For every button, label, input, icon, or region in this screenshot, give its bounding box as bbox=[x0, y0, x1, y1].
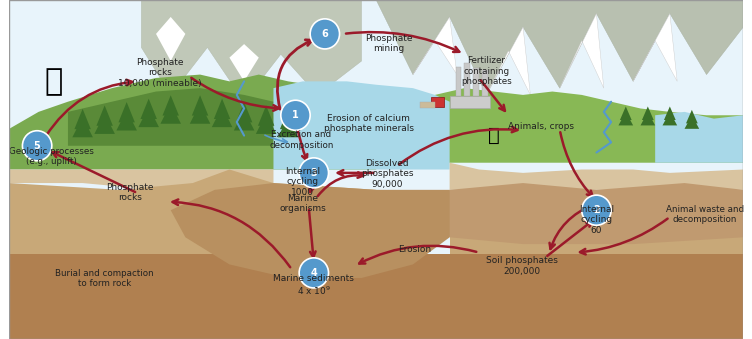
Text: Internal
cycling
1000: Internal cycling 1000 bbox=[285, 167, 320, 197]
Text: 2: 2 bbox=[593, 205, 600, 215]
Polygon shape bbox=[9, 170, 376, 339]
Polygon shape bbox=[633, 14, 678, 81]
Polygon shape bbox=[559, 14, 604, 88]
Polygon shape bbox=[664, 106, 676, 120]
Polygon shape bbox=[141, 99, 157, 119]
Ellipse shape bbox=[582, 195, 611, 225]
Bar bbox=[456, 67, 462, 96]
Polygon shape bbox=[160, 103, 181, 124]
Polygon shape bbox=[641, 112, 655, 125]
Text: Fertilizer
containing
phosphates: Fertilizer containing phosphates bbox=[461, 56, 511, 86]
Polygon shape bbox=[96, 105, 113, 126]
Polygon shape bbox=[229, 44, 259, 81]
Bar bbox=[420, 102, 435, 108]
Text: 1: 1 bbox=[292, 110, 299, 120]
Polygon shape bbox=[171, 183, 464, 278]
Polygon shape bbox=[141, 0, 362, 102]
Polygon shape bbox=[450, 190, 743, 339]
Text: Phosphate
rocks: Phosphate rocks bbox=[107, 182, 154, 202]
Text: Phosphate
mining: Phosphate mining bbox=[365, 34, 412, 53]
Ellipse shape bbox=[310, 19, 340, 49]
Polygon shape bbox=[413, 17, 457, 75]
Polygon shape bbox=[655, 112, 743, 163]
Text: Erosion: Erosion bbox=[399, 245, 432, 254]
Polygon shape bbox=[94, 114, 115, 134]
Text: Geologic processes
(e.g., uplift): Geologic processes (e.g., uplift) bbox=[8, 147, 93, 166]
Bar bbox=[464, 63, 470, 96]
Polygon shape bbox=[376, 0, 743, 95]
Polygon shape bbox=[450, 183, 743, 244]
Text: 4: 4 bbox=[311, 268, 317, 278]
Bar bbox=[450, 96, 490, 108]
Polygon shape bbox=[236, 102, 253, 122]
Polygon shape bbox=[214, 99, 230, 119]
Text: 6: 6 bbox=[321, 29, 328, 39]
Polygon shape bbox=[74, 109, 91, 129]
Bar bbox=[482, 70, 488, 96]
Polygon shape bbox=[278, 117, 299, 137]
Text: Erosion of calcium
phosphate minerals: Erosion of calcium phosphate minerals bbox=[324, 114, 414, 134]
Text: Soil phosphates
200,000: Soil phosphates 200,000 bbox=[486, 256, 557, 276]
Text: Dissolved
phosphates
90,000: Dissolved phosphates 90,000 bbox=[361, 159, 414, 189]
Ellipse shape bbox=[299, 258, 329, 288]
Bar bbox=[432, 97, 444, 107]
Polygon shape bbox=[190, 103, 211, 124]
Text: 5: 5 bbox=[34, 141, 41, 151]
Polygon shape bbox=[258, 105, 274, 126]
Text: Animal waste and
decomposition: Animal waste and decomposition bbox=[666, 204, 744, 224]
Polygon shape bbox=[450, 163, 743, 190]
Polygon shape bbox=[620, 106, 632, 120]
Text: Marine
organisms: Marine organisms bbox=[280, 194, 326, 213]
Text: Burial and compaction
to form rock: Burial and compaction to form rock bbox=[56, 269, 154, 288]
Text: Excretion and
decomposition: Excretion and decomposition bbox=[269, 130, 334, 150]
Bar bbox=[473, 68, 479, 96]
Text: 3: 3 bbox=[311, 168, 317, 178]
Ellipse shape bbox=[299, 158, 329, 188]
Polygon shape bbox=[642, 106, 653, 120]
Polygon shape bbox=[256, 114, 277, 134]
Polygon shape bbox=[686, 110, 698, 123]
Polygon shape bbox=[280, 109, 296, 129]
Text: Internal
cycling
60: Internal cycling 60 bbox=[579, 205, 614, 235]
Polygon shape bbox=[663, 112, 678, 125]
Polygon shape bbox=[192, 95, 208, 116]
Polygon shape bbox=[684, 115, 699, 129]
Polygon shape bbox=[156, 17, 186, 61]
Text: Animals, crops: Animals, crops bbox=[508, 122, 574, 131]
Polygon shape bbox=[413, 88, 743, 163]
Polygon shape bbox=[117, 110, 137, 131]
Polygon shape bbox=[9, 254, 743, 339]
Text: 🦅: 🦅 bbox=[44, 67, 62, 96]
Polygon shape bbox=[274, 81, 450, 170]
Polygon shape bbox=[119, 102, 135, 122]
Polygon shape bbox=[487, 27, 530, 95]
Polygon shape bbox=[9, 170, 274, 190]
Polygon shape bbox=[9, 75, 376, 170]
Polygon shape bbox=[162, 95, 179, 116]
Polygon shape bbox=[72, 117, 93, 137]
Polygon shape bbox=[618, 112, 633, 125]
Ellipse shape bbox=[23, 131, 52, 161]
Text: Marine sediments
4 x 10$^9$: Marine sediments 4 x 10$^9$ bbox=[274, 274, 354, 297]
Polygon shape bbox=[234, 110, 254, 131]
Polygon shape bbox=[68, 88, 303, 146]
Polygon shape bbox=[212, 107, 232, 127]
Ellipse shape bbox=[280, 100, 310, 130]
Text: 🐄: 🐄 bbox=[488, 126, 499, 145]
Polygon shape bbox=[9, 0, 743, 339]
Text: Phosphate
rocks
10,000 (mineable): Phosphate rocks 10,000 (mineable) bbox=[118, 58, 202, 88]
Polygon shape bbox=[138, 107, 159, 127]
